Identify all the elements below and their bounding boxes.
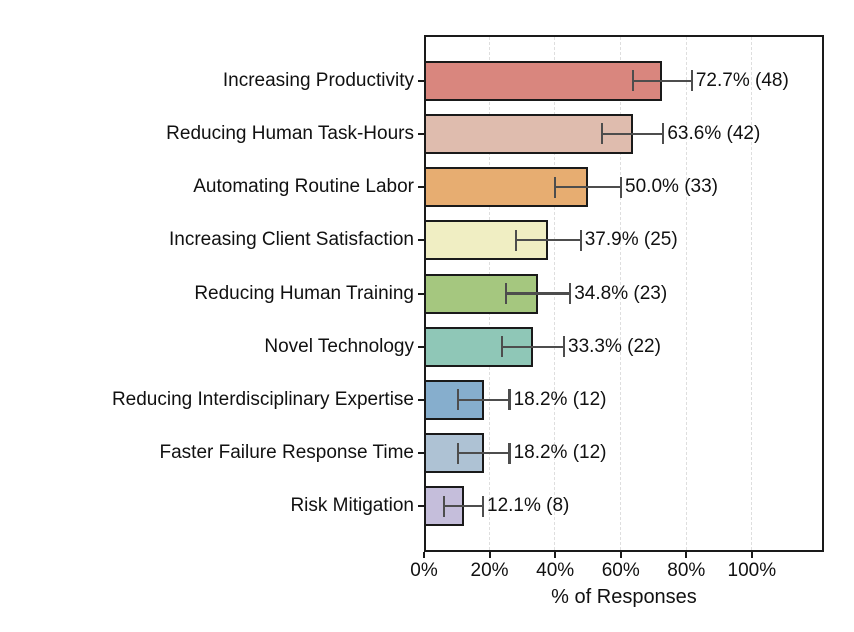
y-axis-tick [418,239,424,242]
x-axis-tick [554,552,557,558]
error-bar-cap [514,229,517,251]
error-bar-cap [579,229,582,251]
error-bar-line [505,292,571,295]
y-axis-tick [418,132,424,135]
error-bar-line [515,239,581,242]
y-axis-tick [418,452,424,455]
error-bar-cap [456,389,459,411]
error-bar-cap [443,495,446,517]
category-label-reducing-interdisciplinary-expertise: Reducing Interdisciplinary Expertise [111,388,414,410]
category-label-risk-mitigation: Risk Mitigation [290,495,414,517]
y-axis-tick [418,345,424,348]
error-bar-cap [562,336,566,358]
error-bar-line [502,345,564,348]
value-label-reducing-human-training: 34.8% (23) [574,282,668,304]
error-bar-line [601,132,664,135]
category-label-reducing-human-training: Reducing Human Training [194,282,414,304]
x-axis-tick [619,552,622,558]
value-label-risk-mitigation: 12.1% (8) [487,495,570,517]
error-bar-cap [600,123,603,145]
error-bar-cap [553,176,556,198]
x-tick-label-80: 80% [667,560,706,581]
category-label-increasing-productivity: Increasing Productivity [222,69,414,91]
error-bar-cap [569,283,572,304]
category-label-faster-failure-response-time: Faster Failure Response Time [159,442,415,464]
x-tick-label-0: 0% [410,560,438,581]
value-label-increasing-productivity: 72.7% (48) [695,69,789,91]
error-bar-cap [508,389,511,411]
y-axis-tick [418,505,424,508]
gridline [619,37,621,550]
error-bar-cap [504,283,508,304]
error-bar-cap [631,70,634,92]
x-axis-label: % of Responses [551,586,697,608]
y-axis-tick [418,79,424,82]
value-label-reducing-human-task-hours: 63.6% (42) [667,122,761,144]
error-bar-line [632,79,692,82]
error-bar-line [554,185,622,189]
y-axis-tick [418,398,424,401]
value-label-increasing-client-satisfaction: 37.9% (25) [584,229,678,251]
bar-reducing-human-task-hours [424,113,633,154]
gridline [685,37,687,550]
x-axis-tick [488,552,491,558]
bar-reducing-human-training [424,273,539,314]
value-label-faster-failure-response-time: 18.2% (12) [513,442,607,464]
error-bar-line [457,398,510,402]
error-bar-cap [662,123,665,145]
x-tick-label-60: 60% [601,560,640,581]
error-bar-cap [508,442,511,464]
error-bar-cap [690,70,693,92]
error-bar-cap [456,442,459,464]
error-bar-line [444,505,483,508]
value-label-novel-technology: 33.3% (22) [568,335,661,357]
y-axis-tick [418,186,424,189]
category-label-novel-technology: Novel Technology [264,335,414,357]
x-axis-tick [423,552,425,558]
gridline [751,37,753,550]
error-bar-cap [501,336,504,358]
value-label-reducing-interdisciplinary-expertise: 18.2% (12) [513,388,607,410]
category-label-increasing-client-satisfaction: Increasing Client Satisfaction [168,229,414,251]
x-tick-label-40: 40% [536,560,575,581]
value-label-automating-routine-labor: 50.0% (33) [625,176,718,198]
error-bar-line [457,452,510,455]
x-axis-tick [685,552,688,558]
x-tick-label-20: 20% [470,560,509,581]
category-label-reducing-human-task-hours: Reducing Human Task-Hours [166,122,414,144]
error-bar-cap [481,495,485,517]
bar-increasing-productivity [424,60,663,101]
x-tick-label-100: 100% [727,560,777,581]
y-axis-tick [418,292,424,295]
x-axis-tick [750,552,753,558]
category-label-automating-routine-labor: Automating Routine Labor [193,176,414,198]
error-bar-cap [619,176,623,198]
